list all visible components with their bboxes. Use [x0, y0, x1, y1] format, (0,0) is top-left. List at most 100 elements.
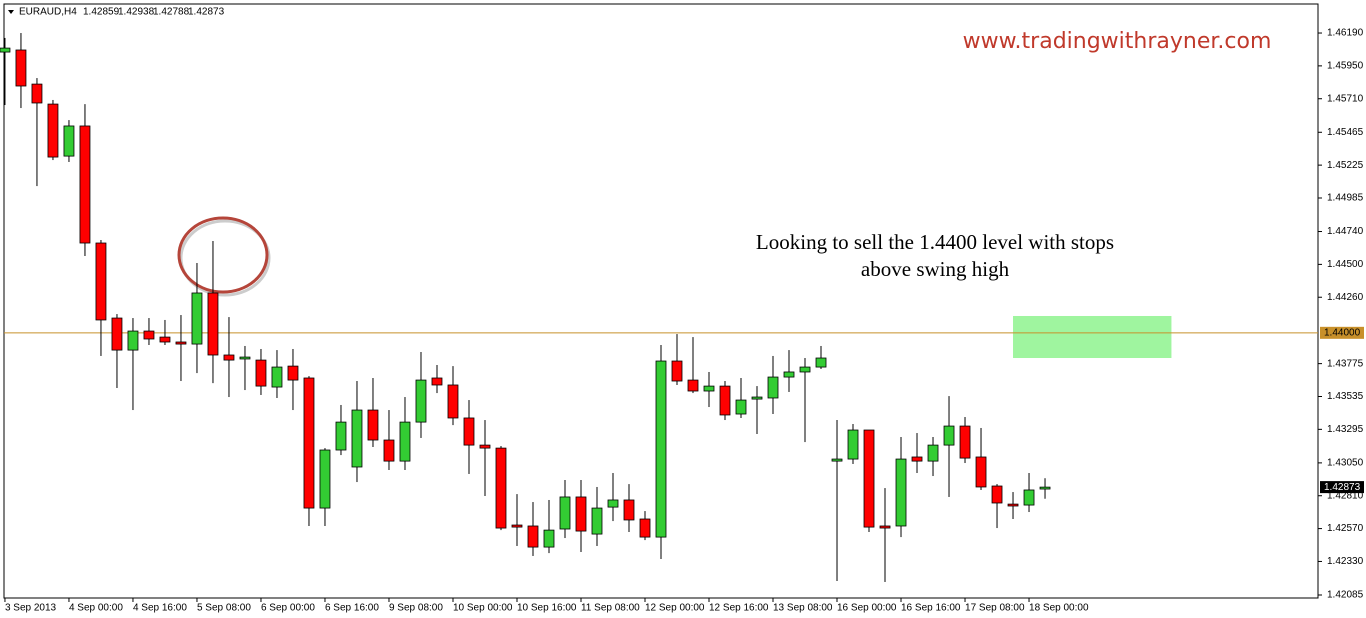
bear-body	[159, 336, 171, 343]
bull-body	[751, 396, 763, 400]
bull-body	[559, 496, 571, 530]
price-label: 1.42873	[1324, 482, 1361, 493]
bull-body	[271, 366, 283, 388]
bull-body	[335, 421, 347, 451]
y-tick-label: 1.43295	[1327, 424, 1364, 435]
bear-body	[223, 354, 235, 361]
y-tick-label: 1.45950	[1327, 61, 1364, 72]
bull-body	[847, 429, 859, 460]
y-tick-label: 1.45465	[1327, 127, 1364, 138]
x-tick-label: 12 Sep 16:00	[709, 603, 769, 614]
y-tick-label: 1.44500	[1327, 259, 1364, 270]
bear-body	[575, 496, 587, 532]
bull-body	[1023, 489, 1035, 506]
x-tick-label: 10 Sep 00:00	[453, 603, 513, 614]
bull-body	[703, 385, 715, 392]
bull-body	[799, 366, 811, 373]
y-tick-label: 1.44985	[1327, 193, 1364, 204]
bear-body	[719, 385, 731, 416]
bull-body	[1039, 486, 1051, 490]
bear-body	[911, 456, 923, 462]
bull-body	[0, 47, 11, 53]
y-tick-label: 1.46190	[1327, 28, 1364, 39]
annotation: above swing high	[861, 257, 1010, 281]
x-tick-label: 9 Sep 08:00	[389, 603, 443, 614]
bull-body	[351, 409, 363, 468]
level-label: 1.44000	[1324, 327, 1361, 338]
y-tick-label: 1.42810	[1327, 490, 1364, 501]
x-tick-label: 13 Sep 08:00	[773, 603, 833, 614]
menu-arrow[interactable]	[8, 10, 14, 14]
circle-shadow	[179, 219, 271, 297]
swing-high-circle	[177, 216, 269, 294]
bear-body	[495, 447, 507, 529]
header-close: 1.42873	[188, 7, 225, 18]
bull-body	[543, 529, 555, 548]
x-tick-label: 6 Sep 00:00	[261, 603, 315, 614]
bear-body	[879, 525, 891, 529]
x-tick-label: 6 Sep 16:00	[325, 603, 379, 614]
bear-body	[287, 365, 299, 381]
bear-body	[975, 456, 987, 488]
bull-body	[399, 421, 411, 462]
bear-body	[143, 330, 155, 340]
bear-body	[79, 125, 91, 244]
x-tick-label: 12 Sep 00:00	[645, 603, 705, 614]
bull-body	[191, 292, 203, 345]
sell-zone	[1013, 315, 1172, 359]
y-tick-label: 1.42330	[1327, 556, 1364, 567]
x-tick-label: 16 Sep 00:00	[837, 603, 897, 614]
y-tick-label: 1.45710	[1327, 93, 1364, 104]
x-tick-label: 4 Sep 00:00	[69, 603, 123, 614]
bear-body	[207, 292, 219, 356]
y-tick-label: 1.45225	[1327, 160, 1364, 171]
bull-body	[927, 444, 939, 462]
bull-body	[655, 360, 667, 538]
bear-body	[687, 379, 699, 392]
bear-body	[95, 242, 107, 321]
annotation: Looking to sell the 1.4400 level with st…	[756, 230, 1114, 254]
x-tick-label: 18 Sep 00:00	[1029, 603, 1089, 614]
y-tick-label: 1.43535	[1327, 391, 1364, 402]
bear-body	[255, 359, 267, 387]
bear-body	[111, 317, 123, 351]
bear-body	[367, 409, 379, 441]
price-box	[1320, 481, 1364, 494]
bull-body	[895, 458, 907, 527]
bull-body	[815, 357, 827, 368]
x-tick-label: 4 Sep 16:00	[133, 603, 187, 614]
y-tick-label: 1.42085	[1327, 590, 1364, 601]
bear-body	[527, 525, 539, 548]
bear-body	[31, 83, 43, 104]
header-high: 1.42938	[118, 7, 155, 18]
bull-body	[831, 458, 843, 462]
y-tick-label: 1.44260	[1327, 292, 1364, 303]
bull-body	[63, 125, 75, 157]
x-tick-label: 17 Sep 08:00	[965, 603, 1025, 614]
bull-body	[127, 330, 139, 351]
bull-body	[943, 425, 955, 446]
bear-body	[623, 499, 635, 521]
y-tick-label: 1.43775	[1327, 358, 1364, 369]
bull-body	[591, 507, 603, 535]
bear-body	[47, 103, 59, 158]
level-box	[1320, 326, 1364, 339]
bull-body	[319, 449, 331, 509]
x-tick-label: 10 Sep 16:00	[517, 603, 577, 614]
bull-body	[415, 379, 427, 423]
bear-body	[991, 485, 1003, 504]
bear-body	[1007, 503, 1019, 507]
bear-body	[303, 377, 315, 509]
plot-frame	[3, 3, 1319, 599]
bear-body	[15, 49, 27, 87]
bear-body	[511, 524, 523, 528]
bear-body	[639, 518, 651, 538]
x-tick-label: 5 Sep 08:00	[197, 603, 251, 614]
bear-body	[383, 439, 395, 462]
bull-body	[767, 376, 779, 399]
y-tick-label: 1.42570	[1327, 523, 1364, 534]
header-open: 1.42859	[83, 7, 120, 18]
x-tick-label: 3 Sep 2013	[5, 603, 57, 614]
